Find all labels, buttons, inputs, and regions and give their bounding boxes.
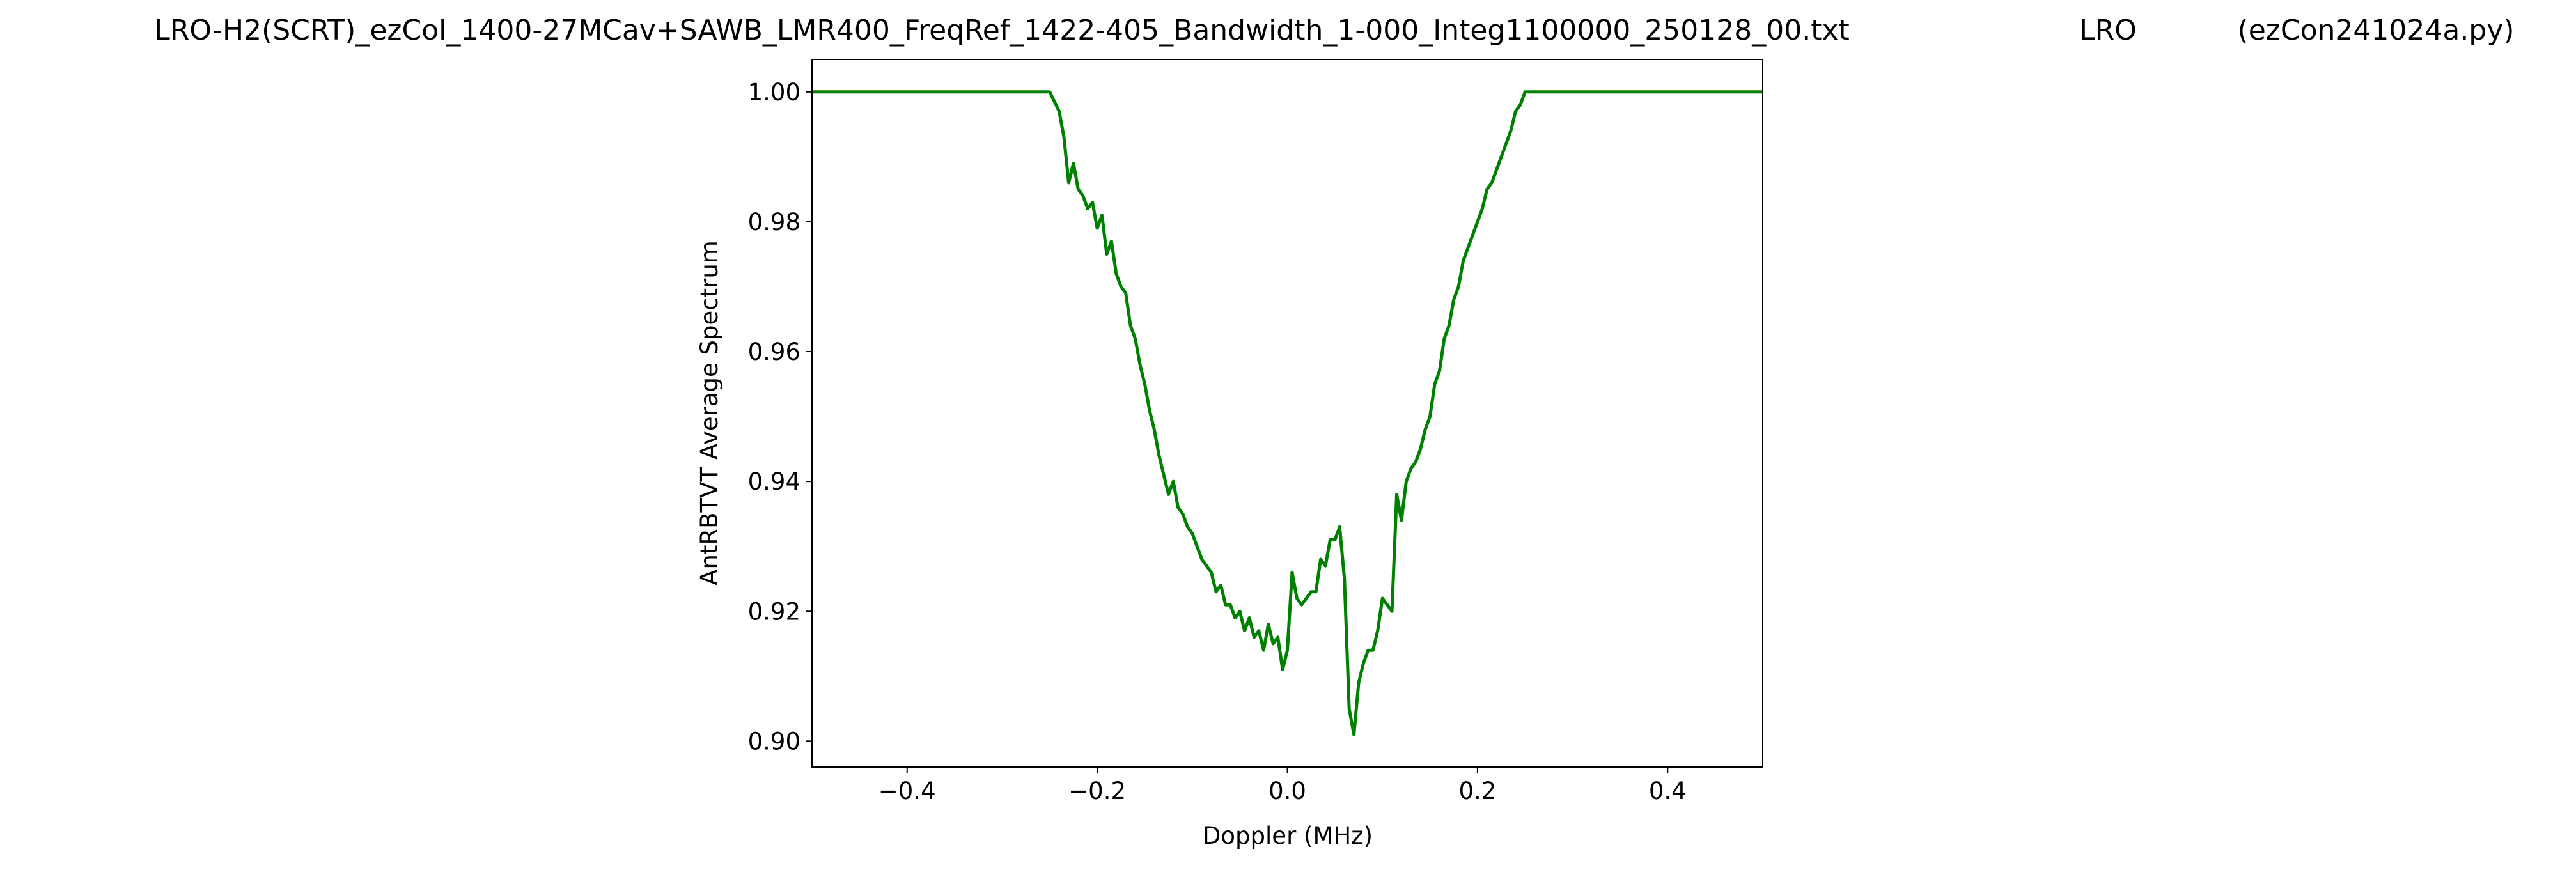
x-tick-label: 0.0 [1268,777,1306,805]
y-tick-label: 0.90 [748,727,800,755]
x-tick-label: 0.4 [1649,777,1687,805]
chart-title: LRO-H2(SCRT)_ezCol_1400-27MCav+SAWB_LMR4… [154,14,1850,47]
y-tick-label: 0.98 [748,208,800,236]
y-tick-label: 0.94 [748,468,800,495]
x-tick-label: 0.2 [1458,777,1496,805]
chart-title: (ezCon241024a.py) [2238,14,2515,47]
x-tick-label: −0.2 [1068,777,1126,805]
x-axis-label: Doppler (MHz) [1203,822,1373,850]
y-axis-label: AntRBTVT Average Spectrum [696,240,723,586]
x-tick-label: −0.4 [878,777,936,805]
y-tick-label: 0.92 [748,598,800,625]
y-tick-label: 0.96 [748,338,800,366]
plot-frame [811,59,1763,768]
y-tick-label: 1.00 [748,79,800,106]
data-line [812,90,1763,736]
chart-title: LRO [2079,14,2137,47]
